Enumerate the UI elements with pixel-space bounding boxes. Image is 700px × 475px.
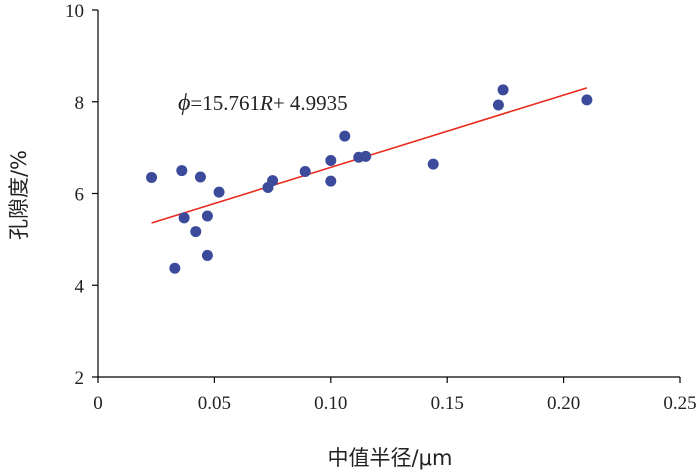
data-point	[190, 226, 202, 238]
equation-tail: + 4.9935	[273, 91, 348, 115]
x-tick-label: 0.05	[198, 393, 231, 414]
data-point	[267, 175, 279, 187]
data-point	[178, 212, 190, 224]
x-tick-label: 0.15	[431, 393, 464, 414]
data-point	[497, 84, 509, 96]
regression-equation: ϕ=15.761R+ 4.9935	[178, 90, 348, 116]
data-point	[325, 154, 337, 166]
data-point	[427, 158, 439, 170]
data-points	[146, 84, 593, 274]
y-ticks: 2 4 6 8 10	[65, 1, 98, 389]
y-tick-label: 4	[75, 276, 85, 297]
data-point	[360, 150, 372, 162]
x-ticks: 0 0.05 0.10 0.15 0.20 0.25	[93, 377, 697, 414]
x-tick-label: 0.10	[314, 393, 347, 414]
x-tick-label: 0.25	[663, 393, 696, 414]
data-point	[299, 165, 311, 177]
data-point	[176, 165, 188, 177]
data-point	[325, 175, 337, 187]
x-axis-title: 中值半径/μm	[328, 446, 453, 470]
data-point	[339, 130, 351, 142]
equation-body: =15.761	[190, 91, 260, 115]
data-point	[146, 171, 158, 183]
data-point	[581, 94, 593, 106]
y-tick-label: 2	[75, 368, 85, 389]
data-point	[201, 249, 213, 261]
data-point	[169, 262, 181, 274]
x-tick-label: 0.20	[547, 393, 580, 414]
data-point	[492, 99, 504, 111]
data-point	[194, 171, 206, 183]
equation-symbol: ϕ	[178, 90, 190, 116]
data-point	[201, 210, 213, 222]
data-point	[213, 186, 225, 198]
x-tick-label: 0	[93, 393, 103, 414]
equation-variable: R	[259, 91, 273, 115]
y-tick-label: 10	[65, 1, 84, 22]
y-axis-title: 孔隙度/%	[7, 150, 31, 240]
axes	[97, 10, 680, 378]
y-tick-label: 6	[75, 185, 85, 206]
y-tick-label: 8	[75, 93, 85, 114]
